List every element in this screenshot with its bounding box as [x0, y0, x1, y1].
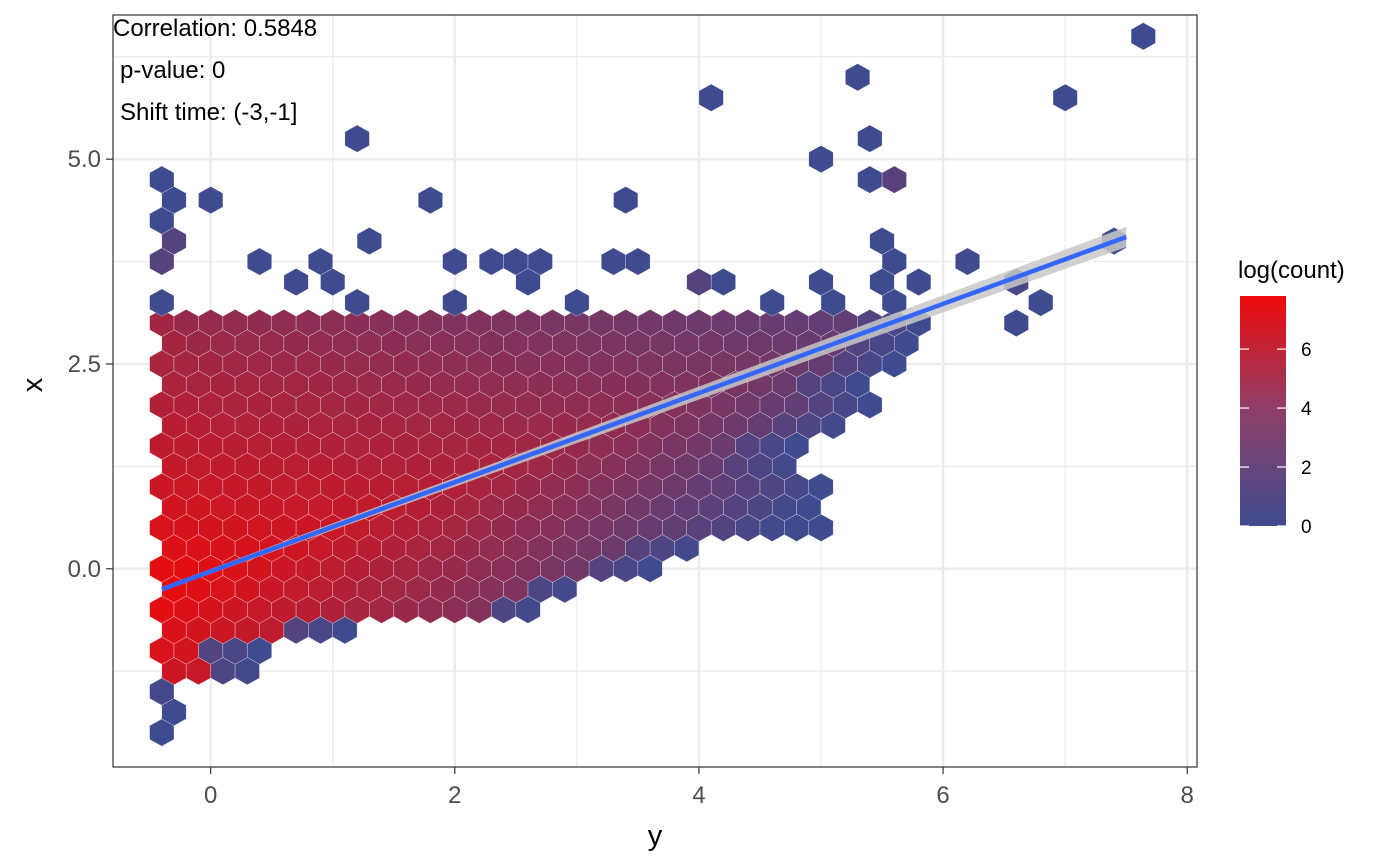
hex-bin	[808, 513, 834, 542]
hex-bin	[564, 288, 590, 317]
hex-bin	[344, 288, 370, 317]
hex-bin	[820, 288, 846, 317]
hex-bin	[356, 227, 382, 255]
axis-ticks: 0 2 4 6 8 0.0 2.5 5.0	[68, 146, 1194, 809]
y-tick-label: 2.5	[68, 351, 101, 378]
hex-bin	[857, 391, 883, 419]
hex-bin	[149, 288, 175, 317]
hex-bin	[247, 247, 272, 276]
y-tick-label: 5.0	[68, 146, 101, 173]
hex-bin	[283, 268, 309, 296]
annotation-correlation: Correlation: 0.5848	[113, 15, 317, 42]
hex-bin	[1130, 22, 1156, 51]
hex-bin	[711, 268, 736, 296]
hex-bin	[149, 247, 175, 276]
hex-bin	[674, 534, 700, 563]
legend-title: log(count)	[1238, 257, 1345, 284]
hex-bin	[820, 411, 846, 440]
legend-tick-label: 4	[1301, 399, 1312, 420]
hex-bin	[198, 186, 224, 214]
hex-bin	[418, 186, 443, 214]
legend-colorbar	[1240, 296, 1286, 526]
legend-tick-label: 6	[1301, 340, 1312, 361]
hex-bin	[1028, 288, 1054, 317]
regression-line	[161, 234, 1127, 592]
y-tick-label: 0.0	[68, 556, 101, 583]
hex-bin	[759, 288, 785, 317]
hex-bin	[442, 247, 468, 276]
hex-bin	[515, 268, 541, 296]
y-axis-title: x	[17, 377, 49, 392]
hex-bin	[332, 616, 358, 645]
hex-bin	[552, 575, 578, 604]
hex-bin	[625, 247, 651, 276]
hex-bin	[845, 63, 870, 92]
legend: log(count) 0 2 4 6	[1238, 257, 1345, 538]
hex-bin	[1003, 309, 1029, 337]
hex-bin	[698, 83, 724, 112]
hex-bin	[881, 350, 907, 378]
hex-bin	[149, 718, 175, 747]
hex-bin	[515, 595, 541, 624]
hex-bin	[955, 247, 980, 276]
panel-border	[112, 14, 1198, 768]
x-tick-label: 2	[448, 782, 461, 809]
hex-bin	[1052, 83, 1078, 112]
hex-bin	[320, 268, 346, 296]
x-tick-label: 4	[692, 782, 705, 809]
legend-tick-label: 0	[1301, 517, 1312, 538]
hex-bin	[637, 554, 663, 583]
hex-bin	[906, 268, 932, 296]
x-tick-label: 0	[204, 782, 217, 809]
hex-bin	[344, 124, 370, 153]
legend-ticks: 0 2 4 6	[1240, 340, 1312, 538]
hex-bin	[881, 165, 907, 194]
x-tick-label: 8	[1181, 782, 1194, 809]
hex-bin	[613, 186, 639, 214]
x-tick-label: 6	[936, 782, 949, 809]
x-axis-title: y	[648, 820, 663, 852]
legend-tick-label: 2	[1301, 458, 1312, 479]
regression-fit	[161, 226, 1127, 592]
hex-bin	[442, 288, 468, 317]
hex-bin	[808, 145, 834, 173]
hex-bins	[149, 22, 1156, 747]
annotation-p-value: p-value: 0	[120, 57, 225, 84]
hex-bin	[857, 124, 883, 153]
annotation-shift-time: Shift time: (-3,-1]	[120, 99, 297, 126]
hex-bin	[234, 657, 260, 685]
